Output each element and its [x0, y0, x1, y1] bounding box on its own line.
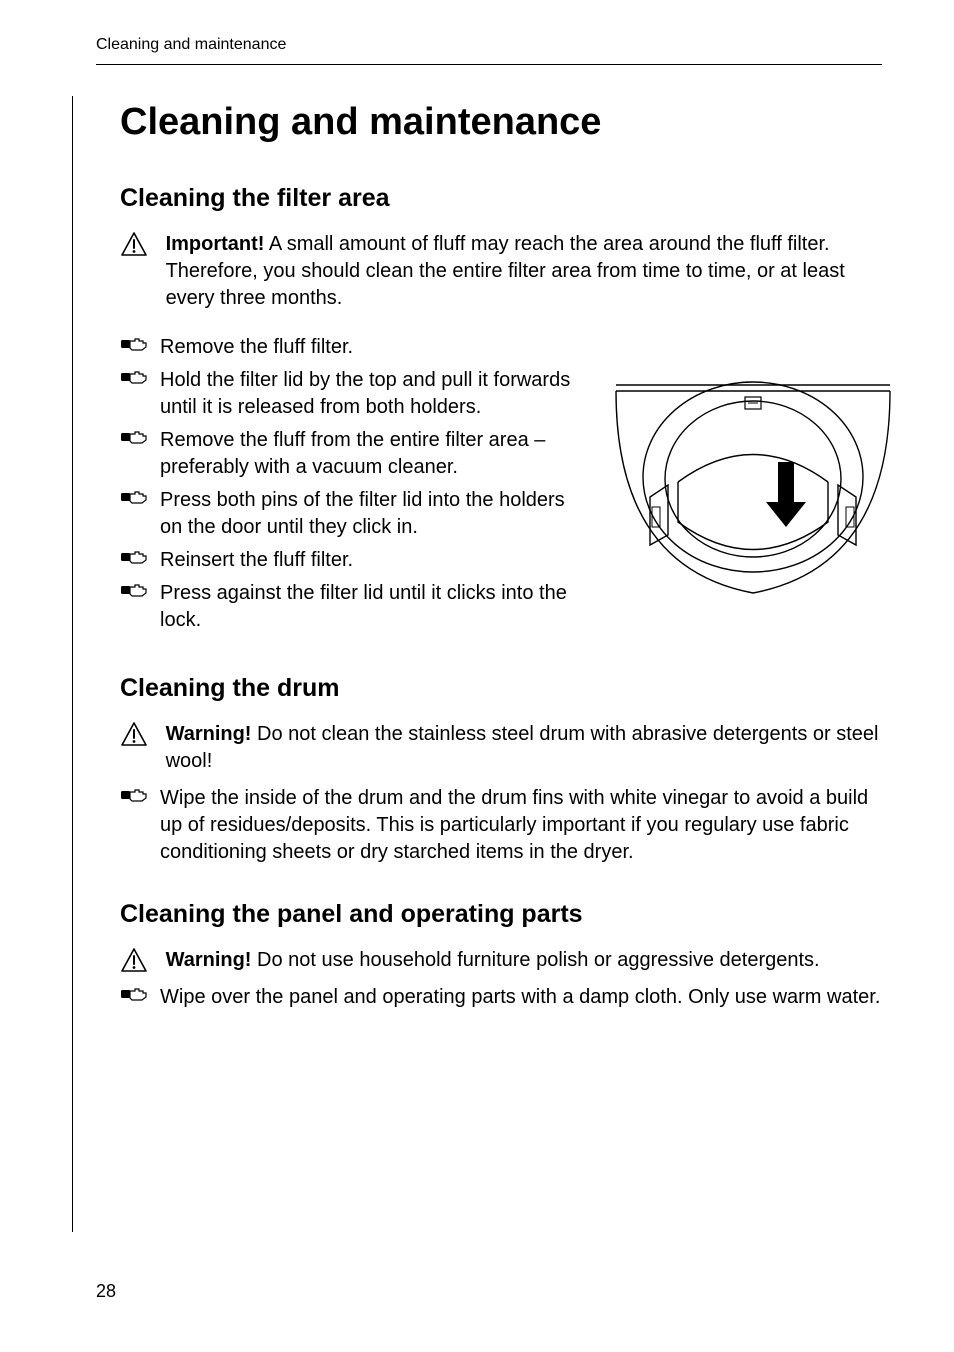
filter-important-note: Important! A small amount of fluff may r… [120, 231, 882, 312]
panel-step-0: Wipe over the panel and operating parts … [120, 984, 882, 1011]
page-container: Cleaning and maintenance Cleaning and ma… [0, 0, 954, 1352]
warning-triangle-icon [120, 231, 148, 257]
filter-step-5-text: Press against the filter lid until it cl… [160, 580, 590, 634]
hand-pointer-icon [120, 427, 150, 447]
filter-step-4: Reinsert the fluff filter. [120, 547, 590, 574]
hand-pointer-icon [120, 547, 150, 567]
content-area: Cleaning and maintenance Cleaning the fi… [120, 101, 882, 1011]
drum-step-0-text: Wipe the inside of the drum and the drum… [160, 785, 882, 866]
drum-warning-text: Do not clean the stainless steel drum wi… [166, 723, 879, 772]
filter-step-1-text: Hold the filter lid by the top and pull … [160, 367, 590, 421]
left-rule [72, 96, 73, 1232]
filter-step-0-text: Remove the fluff filter. [160, 334, 882, 361]
panel-steps: Wipe over the panel and operating parts … [120, 984, 882, 1011]
drum-warning: Warning! Do not clean the stainless stee… [120, 721, 882, 775]
page-number: 28 [96, 1281, 116, 1302]
drum-step-0: Wipe the inside of the drum and the drum… [120, 785, 882, 866]
panel-warning-text: Do not use household furniture polish or… [251, 949, 819, 971]
warning-triangle-icon [120, 721, 148, 747]
warning-triangle-icon [120, 947, 148, 973]
hand-pointer-icon [120, 487, 150, 507]
hand-pointer-icon [120, 367, 150, 387]
page-title: Cleaning and maintenance [120, 101, 882, 144]
heading-panel: Cleaning the panel and operating parts [120, 900, 882, 929]
filter-step-1: Hold the filter lid by the top and pull … [120, 367, 590, 421]
filter-step-0-list: Remove the fluff filter. [120, 334, 882, 361]
hand-pointer-icon [120, 580, 150, 600]
filter-step-2: Remove the fluff from the entire filter … [120, 427, 590, 481]
filter-step-5: Press against the filter lid until it cl… [120, 580, 590, 634]
heading-filter: Cleaning the filter area [120, 184, 882, 213]
filter-step-0: Remove the fluff filter. [120, 334, 882, 361]
important-text: A small amount of fluff may reach the ar… [166, 233, 845, 309]
filter-area-figure [608, 367, 898, 597]
important-label: Important! [166, 233, 265, 255]
panel-warning-label: Warning! [166, 949, 252, 971]
filter-step-4-text: Reinsert the fluff filter. [160, 547, 590, 574]
hand-pointer-icon [120, 984, 150, 1004]
heading-drum: Cleaning the drum [120, 674, 882, 703]
drum-steps: Wipe the inside of the drum and the drum… [120, 785, 882, 866]
panel-warning: Warning! Do not use household furniture … [120, 947, 882, 974]
filter-step-3: Press both pins of the filter lid into t… [120, 487, 590, 541]
running-header: Cleaning and maintenance [96, 36, 882, 65]
drum-warning-label: Warning! [166, 723, 252, 745]
panel-step-0-text: Wipe over the panel and operating parts … [160, 984, 882, 1011]
filter-columns: Hold the filter lid by the top and pull … [120, 367, 882, 640]
filter-step-2-text: Remove the fluff from the entire filter … [160, 427, 590, 481]
filter-step-3-text: Press both pins of the filter lid into t… [160, 487, 590, 541]
hand-pointer-icon [120, 785, 150, 805]
hand-pointer-icon [120, 334, 150, 354]
filter-steps-left: Hold the filter lid by the top and pull … [120, 367, 590, 634]
